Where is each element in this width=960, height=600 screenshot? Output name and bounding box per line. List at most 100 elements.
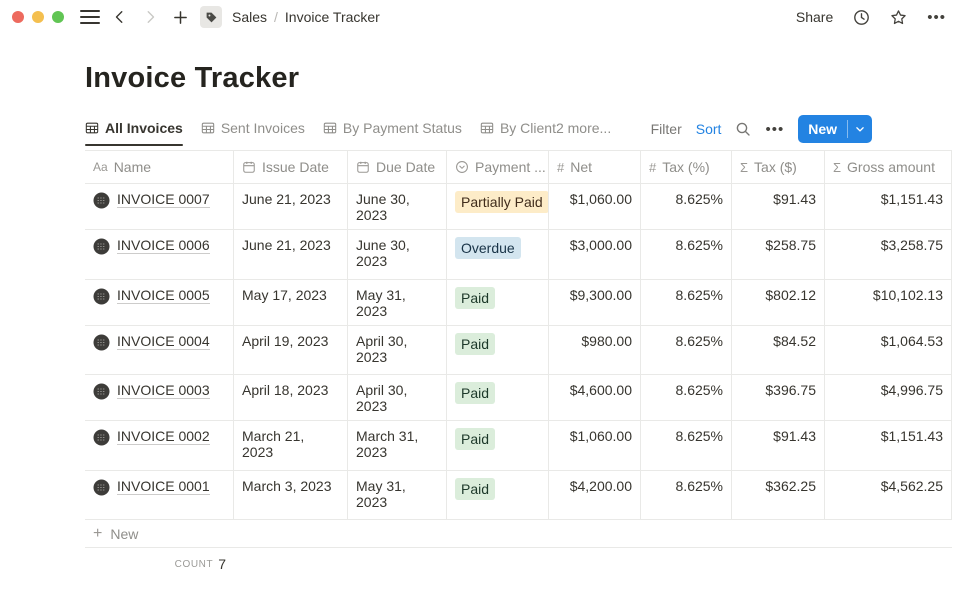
invoice-name-cell[interactable]: INVOICE 0001 (85, 471, 234, 519)
invoice-page-link[interactable]: INVOICE 0002 (117, 428, 210, 445)
forward-button[interactable] (140, 7, 160, 27)
invoice-page-link[interactable]: INVOICE 0007 (117, 191, 210, 208)
gross-amount-cell[interactable]: $1,064.53 (825, 326, 952, 374)
filter-button[interactable]: Filter (650, 121, 682, 137)
due-date-cell[interactable]: April 30, 2023 (348, 326, 447, 374)
payment-status-cell[interactable]: Paid (447, 375, 549, 420)
search-button[interactable] (735, 121, 751, 137)
tax-dollar-cell[interactable]: $258.75 (732, 230, 825, 279)
favorite-button[interactable] (890, 9, 907, 26)
invoice-name-cell[interactable]: INVOICE 0002 (85, 421, 234, 470)
gross-amount-cell[interactable]: $3,258.75 (825, 230, 952, 279)
invoice-name-cell[interactable]: INVOICE 0006 (85, 230, 234, 279)
status-badge: Partially Paid (455, 191, 548, 213)
invoice-name-cell[interactable]: INVOICE 0003 (85, 375, 234, 420)
close-window-button[interactable] (12, 11, 24, 23)
gross-amount-cell[interactable]: $10,102.13 (825, 280, 952, 325)
payment-status-cell[interactable]: Paid (447, 280, 549, 325)
gross-amount-cell[interactable]: $1,151.43 (825, 184, 952, 229)
due-date-cell[interactable]: March 31, 2023 (348, 421, 447, 470)
column-header-tax[interactable]: # Tax (%) (641, 151, 732, 183)
payment-status-cell[interactable]: Paid (447, 326, 549, 374)
column-header-net[interactable]: # Net (549, 151, 641, 183)
breadcrumb-sales[interactable]: Sales (232, 9, 268, 25)
back-button[interactable] (110, 7, 130, 27)
invoice-page-link[interactable]: INVOICE 0003 (117, 382, 210, 399)
invoice-name-cell[interactable]: INVOICE 0007 (85, 184, 234, 229)
issue-date-cell[interactable]: April 18, 2023 (234, 375, 348, 420)
tax-percent-cell[interactable]: 8.625% (641, 471, 732, 519)
tax-percent-cell[interactable]: 8.625% (641, 326, 732, 374)
invoice-page-link[interactable]: INVOICE 0006 (117, 237, 210, 254)
new-button-label[interactable]: New (808, 121, 837, 137)
tax-percent-cell[interactable]: 8.625% (641, 421, 732, 470)
page-emoji-tag[interactable] (200, 6, 222, 28)
more-options-button[interactable]: ••• (927, 8, 946, 26)
net-cell[interactable]: $980.00 (549, 326, 641, 374)
breadcrumb-invoice-tracker[interactable]: Invoice Tracker (284, 9, 380, 25)
tax-dollar-cell[interactable]: $396.75 (732, 375, 825, 420)
add-row-button[interactable]: + New (85, 520, 952, 548)
payment-status-cell[interactable]: Paid (447, 471, 549, 519)
payment-status-cell[interactable]: Paid (447, 421, 549, 470)
tab-sent-invoices[interactable]: Sent Invoices (201, 120, 305, 145)
invoice-page-link[interactable]: INVOICE 0004 (117, 333, 210, 350)
tax-dollar-cell[interactable]: $362.25 (732, 471, 825, 519)
issue-date-cell[interactable]: June 21, 2023 (234, 184, 348, 229)
issue-date-cell[interactable]: April 19, 2023 (234, 326, 348, 374)
count-footer[interactable]: COUNT 7 (85, 548, 234, 580)
updates-button[interactable] (853, 9, 870, 26)
due-date-cell[interactable]: May 31, 2023 (348, 471, 447, 519)
net-cell[interactable]: $9,300.00 (549, 280, 641, 325)
due-date-cell[interactable]: May 31, 2023 (348, 280, 447, 325)
gross-amount-cell[interactable]: $4,996.75 (825, 375, 952, 420)
net-cell[interactable]: $4,200.00 (549, 471, 641, 519)
invoice-name-cell[interactable]: INVOICE 0004 (85, 326, 234, 374)
new-page-button[interactable] (170, 7, 190, 27)
due-date-cell[interactable]: April 30, 2023 (348, 375, 447, 420)
invoice-name-cell[interactable]: INVOICE 0005 (85, 280, 234, 325)
issue-date-cell[interactable]: June 21, 2023 (234, 230, 348, 279)
minimize-window-button[interactable] (32, 11, 44, 23)
issue-date-cell[interactable]: March 21, 2023 (234, 421, 348, 470)
tab-by-client[interactable]: By Client (480, 120, 556, 145)
more-views-button[interactable]: 2 more... (555, 120, 612, 136)
column-header-payment[interactable]: Payment ... (447, 151, 549, 183)
tab-all-invoices[interactable]: All Invoices (85, 120, 183, 146)
due-date-cell[interactable]: June 30, 2023 (348, 184, 447, 229)
column-header-due-date[interactable]: Due Date (348, 151, 447, 183)
net-cell[interactable]: $1,060.00 (549, 421, 641, 470)
new-button[interactable]: New (798, 115, 872, 143)
tax-percent-cell[interactable]: 8.625% (641, 280, 732, 325)
column-header-issue-date[interactable]: Issue Date (234, 151, 348, 183)
sidebar-toggle-icon[interactable] (80, 10, 100, 24)
share-button[interactable]: Share (795, 9, 834, 25)
net-cell[interactable]: $3,000.00 (549, 230, 641, 279)
due-date-cell[interactable]: June 30, 2023 (348, 230, 447, 279)
tax-percent-cell[interactable]: 8.625% (641, 375, 732, 420)
gross-amount-cell[interactable]: $1,151.43 (825, 421, 952, 470)
view-options-button[interactable]: ••• (765, 120, 785, 138)
column-header-tax[interactable]: Σ Tax ($) (732, 151, 825, 183)
net-cell[interactable]: $4,600.00 (549, 375, 641, 420)
tax-dollar-cell[interactable]: $802.12 (732, 280, 825, 325)
tax-dollar-cell[interactable]: $91.43 (732, 184, 825, 229)
tax-percent-cell[interactable]: 8.625% (641, 230, 732, 279)
sort-button[interactable]: Sort (695, 121, 722, 137)
issue-date-cell[interactable]: March 3, 2023 (234, 471, 348, 519)
net-cell[interactable]: $1,060.00 (549, 184, 641, 229)
issue-date-cell[interactable]: May 17, 2023 (234, 280, 348, 325)
new-button-dropdown[interactable] (848, 115, 872, 143)
tab-by-payment-status[interactable]: By Payment Status (323, 120, 462, 145)
invoice-page-link[interactable]: INVOICE 0005 (117, 287, 210, 304)
payment-status-cell[interactable]: Overdue (447, 230, 549, 279)
tax-dollar-cell[interactable]: $84.52 (732, 326, 825, 374)
column-header-gross-amount[interactable]: Σ Gross amount (825, 151, 952, 183)
tax-percent-cell[interactable]: 8.625% (641, 184, 732, 229)
payment-status-cell[interactable]: Partially Paid (447, 184, 549, 229)
invoice-page-link[interactable]: INVOICE 0001 (117, 478, 210, 495)
gross-amount-cell[interactable]: $4,562.25 (825, 471, 952, 519)
tax-dollar-cell[interactable]: $91.43 (732, 421, 825, 470)
column-header-name[interactable]: Aa Name (85, 151, 234, 183)
zoom-window-button[interactable] (52, 11, 64, 23)
